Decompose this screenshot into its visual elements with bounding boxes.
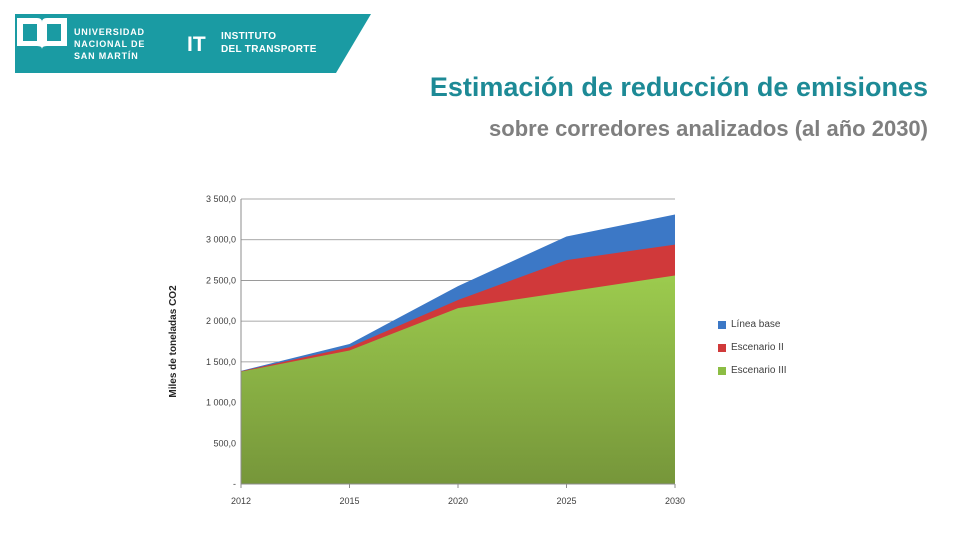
y-tick-label: 1 000,0: [206, 398, 236, 408]
it-logo: IT: [187, 33, 206, 56]
y-tick-label: 1 500,0: [206, 357, 236, 367]
legend-swatch: [718, 343, 726, 352]
y-tick-label: 3 500,0: [206, 194, 236, 204]
chart-legend: Línea base Escenario II Escenario III: [718, 313, 787, 382]
y-tick-label: 2 500,0: [206, 275, 236, 285]
y-tick-label: 3 000,0: [206, 235, 236, 245]
x-tick-label: 2020: [448, 496, 468, 506]
y-tick-label: 2 000,0: [206, 316, 236, 326]
institute-name: INSTITUTO DEL TRANSPORTE: [221, 30, 317, 56]
legend-swatch: [718, 320, 726, 329]
legend-item: Línea base: [718, 313, 787, 336]
legend-label: Escenario II: [731, 342, 784, 353]
university-line: UNIVERSIDAD: [74, 27, 145, 37]
series-area-escenario-iii: [241, 275, 675, 484]
legend-item: Escenario III: [718, 359, 787, 382]
y-axis-title: Miles de toneladas CO2: [168, 285, 179, 398]
x-tick-label: 2012: [231, 496, 251, 506]
legend-swatch: [718, 366, 726, 375]
x-tick-label: 2030: [665, 496, 685, 506]
university-logo-icon: [17, 18, 67, 49]
x-tick-label: 2015: [339, 496, 359, 506]
header-band: UNIVERSIDAD NACIONAL DE SAN MARTÍN IT IN…: [15, 14, 371, 73]
x-tick-label: 2025: [556, 496, 576, 506]
legend-label: Escenario III: [731, 365, 787, 376]
slide-subtitle: sobre corredores analizados (al año 2030…: [489, 116, 928, 141]
slide-title: Estimación de reducción de emisiones: [429, 72, 928, 102]
institute-line: DEL TRANSPORTE: [221, 44, 317, 55]
y-tick-label: -: [233, 479, 236, 489]
header-background: [15, 14, 371, 73]
university-name: UNIVERSIDAD NACIONAL DE SAN MARTÍN: [74, 26, 145, 62]
university-line: NACIONAL DE: [74, 39, 146, 49]
legend-item: Escenario II: [718, 336, 787, 359]
university-line: SAN MARTÍN: [74, 51, 139, 61]
y-tick-label: 500,0: [213, 438, 236, 448]
institute-line: INSTITUTO: [221, 31, 277, 42]
legend-label: Línea base: [731, 319, 781, 330]
